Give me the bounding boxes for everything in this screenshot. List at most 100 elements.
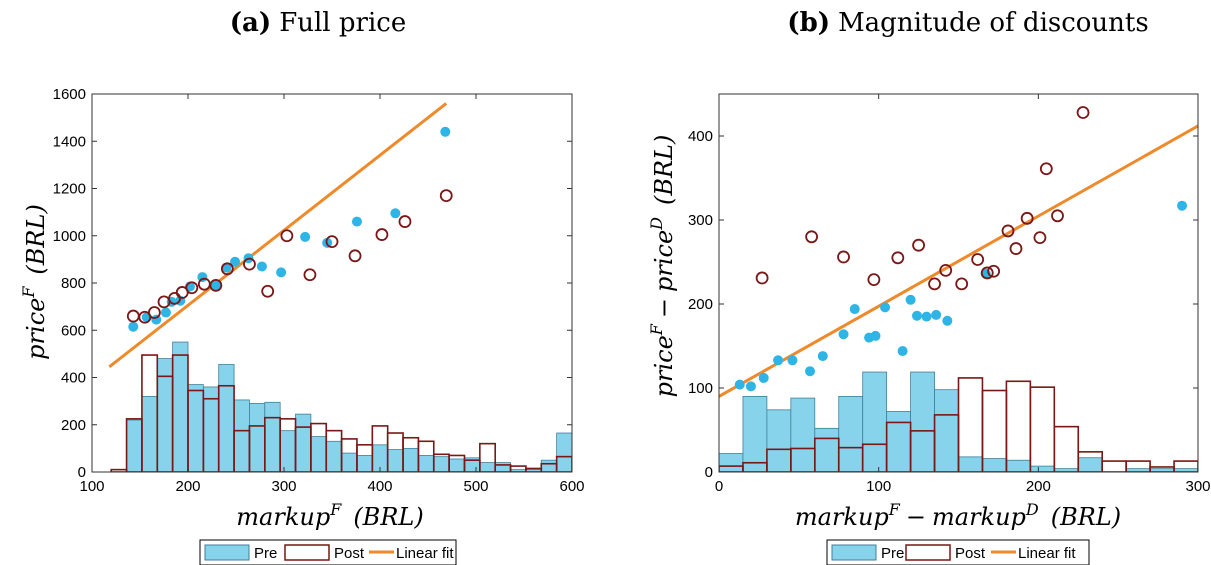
scatter-point-pre — [787, 355, 798, 366]
y-tick-label: 200 — [688, 296, 713, 313]
hist-bar-pre — [172, 341, 189, 472]
scatter-point-pre — [931, 309, 942, 320]
y-tick-label: 200 — [61, 417, 86, 434]
scatter-point-post — [939, 263, 953, 277]
linear-fit-line — [108, 102, 448, 369]
hist-bar-pre — [448, 458, 465, 472]
hist-bar-pre — [742, 395, 768, 472]
scatter-point-post — [220, 262, 234, 276]
scatter-point-post — [1033, 231, 1047, 245]
x-tick-label: 200 — [1026, 478, 1051, 495]
x-tick-label: 0 — [715, 478, 723, 495]
linear-fit-line — [719, 124, 1198, 398]
x-tick-label: 200 — [175, 478, 200, 495]
y-tick-label: 1000 — [53, 228, 86, 245]
y-tick-label: 400 — [61, 370, 86, 387]
scatter-point-pre — [734, 379, 745, 390]
panel-b-title: (b) Magnitude of discounts — [787, 8, 1148, 38]
scatter-point-pre — [880, 302, 891, 313]
scatter-point-pre — [160, 307, 171, 318]
scatter-point-post — [1009, 242, 1023, 255]
scatter-point-post — [837, 250, 850, 264]
hist-bar-pre — [540, 459, 558, 472]
hist-bar-pre — [958, 456, 983, 472]
x-tick-label: 100 — [866, 478, 891, 495]
hist-bar-pre — [886, 411, 912, 472]
scatter-point-post — [303, 268, 317, 282]
scatter-point-post — [185, 281, 199, 295]
legend-pre-swatch — [831, 544, 877, 561]
plot-content — [108, 102, 572, 472]
legend-pre-label: Pre — [254, 545, 277, 562]
scatter-point-pre — [942, 315, 953, 326]
scatter-point-pre — [817, 351, 828, 362]
scatter-point-post — [261, 284, 275, 298]
panel-a-title: (a) Full price — [230, 8, 406, 38]
hist-bar-pre — [982, 458, 1007, 472]
y-tick-label: 300 — [688, 212, 713, 229]
scatter-point-post — [987, 264, 1001, 278]
hist-bar-pre — [249, 403, 266, 472]
x-tick-label: 500 — [463, 478, 488, 495]
scatter-point-pre — [911, 310, 922, 321]
y-tick-label: 0 — [705, 464, 713, 481]
scatter-point-post — [325, 235, 339, 249]
legend-post-swatch — [284, 544, 330, 561]
scatter-point-pre — [745, 381, 756, 392]
scatter-point-pre — [197, 272, 208, 283]
scatter-point-pre — [151, 314, 162, 325]
scatter-point-pre — [838, 329, 849, 340]
hist-bar-pre — [556, 432, 572, 472]
scatter-point-post — [147, 306, 161, 319]
scatter-point-pre — [921, 311, 932, 322]
scatter-point-pre — [390, 208, 401, 219]
hist-bar-pre — [910, 371, 935, 472]
hist-bar-pre — [325, 440, 342, 472]
scatter-point-pre — [300, 231, 311, 242]
y-tick-label: 1200 — [53, 181, 86, 198]
hist-bar-pre — [233, 399, 250, 472]
panel-b-label: (b) — [787, 8, 830, 38]
hist-bar-pre — [310, 436, 327, 472]
scatter-point-post — [955, 277, 969, 291]
scatter-point-pre — [210, 280, 221, 291]
scatter-point-post — [1001, 224, 1015, 238]
x-tick-label: 300 — [271, 478, 296, 495]
scatter-point-post — [971, 253, 985, 266]
scatter-point-post — [755, 271, 769, 285]
legend-fit-label: Linear fit — [1018, 545, 1076, 562]
scatter-point-post — [867, 273, 881, 287]
legend-fit-label: Linear fit — [396, 545, 454, 562]
hist-bar-pre — [719, 453, 744, 472]
hist-bar-pre — [1029, 465, 1055, 472]
hist-bar-pre — [790, 397, 816, 472]
scatter-point-post — [928, 277, 941, 291]
y-tick-label: 0 — [78, 464, 86, 481]
scatter-point-pre — [256, 261, 267, 272]
scatter-point-post — [1051, 209, 1064, 223]
panel-a-label: (a) — [230, 8, 271, 38]
legend-post-swatch — [905, 544, 951, 561]
hist-bar-pre — [494, 462, 511, 472]
scatter-point-pre — [128, 321, 139, 332]
scatter-point-pre — [276, 267, 287, 278]
hist-bar-pre — [814, 427, 840, 472]
hist-bar-pre — [433, 456, 450, 472]
hist-bar-pre — [934, 389, 959, 472]
scatter-point-post — [439, 189, 453, 202]
axes-frame — [718, 93, 1199, 473]
hist-bar-pre — [126, 419, 143, 472]
hist-bar-pre — [141, 395, 158, 472]
panel-b-ylabel: priceF−priceD(BRL) — [647, 135, 678, 398]
chart-panel-a: 100 200 300 400 500 600 0 200 400 600 800 1000 1200 1… — [53, 86, 585, 495]
scatter-point-pre — [849, 304, 860, 315]
panel-a-xlabel: markupF (BRL) — [236, 500, 423, 531]
hist-bar-pre — [264, 401, 281, 472]
scatter-point-pre — [440, 126, 451, 137]
legend-post-label: Post — [334, 545, 365, 562]
legend-post-label: Post — [955, 545, 986, 562]
scatter-point-pre — [351, 216, 362, 227]
scatter-point-pre — [905, 294, 916, 305]
y-tick-label: 800 — [61, 275, 86, 292]
plot-content — [719, 106, 1198, 472]
